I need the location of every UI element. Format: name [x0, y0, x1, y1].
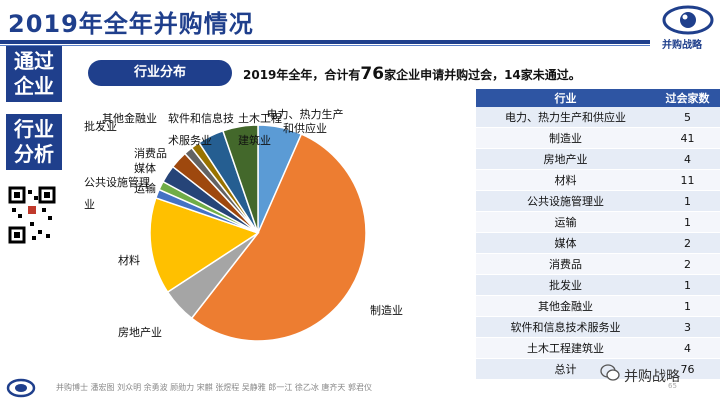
- table-cell-count: 1: [654, 295, 720, 317]
- summary-pre: 2019年全年，合计有: [243, 68, 361, 82]
- table-cell-industry: 运输: [476, 211, 655, 233]
- table-row: 土木工程建筑业 4: [476, 337, 720, 359]
- footer-names: 并购博士 潘宏图 刘众明 余勇波 顾勋力 宋麒 张煜程 吴静雅 郎一江 徐乙冰 …: [56, 383, 372, 392]
- pie-label-public: 公共设施管理业: [84, 176, 150, 211]
- table-cell-industry: 土木工程建筑业: [476, 337, 655, 359]
- summary-number: 76: [360, 64, 385, 84]
- title-divider: [0, 40, 650, 44]
- table-cell-count: 2: [654, 253, 720, 275]
- section-pill-industry: 行业分布: [88, 60, 232, 86]
- table-cell-count: 1: [654, 274, 720, 296]
- qr-code-icon: [8, 186, 56, 244]
- pie-label-realestate: 房地产业: [118, 326, 162, 339]
- table-cell-industry: 媒体: [476, 232, 655, 254]
- table-row: 消费品 2: [476, 253, 720, 275]
- table-row: 电力、热力生产和供应业 5: [476, 107, 720, 128]
- pie-label-wholesale: 批发业: [84, 120, 117, 133]
- table-cell-count: 76: [654, 358, 720, 380]
- table-cell-industry: 软件和信息技术服务业: [476, 316, 655, 338]
- page-number: 65: [668, 382, 677, 390]
- table-row: 媒体 2: [476, 232, 720, 254]
- table-header-row: 行业 过会家数: [476, 89, 720, 107]
- table-row: 房地产业 4: [476, 148, 720, 170]
- pie-slice-civil: [221, 124, 259, 234]
- table-row: 运输 1: [476, 211, 720, 233]
- table-cell-industry: 材料: [476, 169, 655, 191]
- pie-label-power: 电力、热力生产和供应业: [266, 108, 344, 135]
- pie-label-materials: 材料: [118, 254, 140, 267]
- table-cell-industry: 公共设施管理业: [476, 190, 655, 212]
- wechat-icon: [600, 364, 620, 381]
- industry-table: 行业 过会家数 电力、热力生产和供应业 5 制造业 41 房地产业 4 材料 11 公共…: [476, 89, 720, 380]
- table-cell-count: 3: [654, 316, 720, 338]
- pie-label-finance: 其他金融业: [102, 112, 157, 125]
- watermark-text: 并购战略: [624, 369, 680, 385]
- table-row: 材料 11: [476, 169, 720, 191]
- table-header-count: 过会家数: [654, 89, 720, 107]
- pie-label-transport: 运输: [134, 182, 156, 195]
- table-row-total: 总计 76: [476, 358, 720, 380]
- table-row: 制造业 41: [476, 127, 720, 149]
- table-cell-industry: 房地产业: [476, 148, 655, 170]
- table-cell-industry: 电力、热力生产和供应业: [476, 107, 655, 128]
- sidebar-block-companies: 通过企业: [6, 46, 62, 102]
- pie-slice-materials: [149, 196, 260, 294]
- table-cell-industry: 批发业: [476, 274, 655, 296]
- pie-label-civil: 土木工程建筑业: [238, 112, 282, 147]
- pie-label-manufacturing: 制造业: [370, 304, 403, 317]
- table-cell-industry: 其他金融业: [476, 295, 655, 317]
- pie-label-consumer: 消费品: [134, 147, 167, 160]
- table-row: 批发业 1: [476, 274, 720, 296]
- pie-label-media: 媒体: [134, 162, 156, 175]
- table-row: 公共设施管理业 1: [476, 190, 720, 212]
- table-cell-count: 41: [654, 127, 720, 149]
- summary-post: 家企业申请并购过会，14家未通过。: [384, 68, 581, 82]
- page-title: 2019年全年并购情况: [8, 10, 254, 38]
- table-cell-count: 1: [654, 211, 720, 233]
- table-cell-industry: 制造业: [476, 127, 655, 149]
- table-cell-count: 2: [654, 232, 720, 254]
- table-row: 其他金融业 1: [476, 295, 720, 317]
- brand-logo-text: 并购战略: [662, 40, 702, 51]
- title-divider-thin: [0, 45, 650, 46]
- table-cell-count: 1: [654, 190, 720, 212]
- table-cell-count: 4: [654, 337, 720, 359]
- sidebar-block-industry: 行业分析: [6, 114, 62, 170]
- summary-text: 2019年全年，合计有76家企业申请并购过会，14家未通过。: [243, 64, 581, 84]
- table-row: 软件和信息技术服务业 3: [476, 316, 720, 338]
- eye-icon: [662, 5, 714, 35]
- table-cell-count: 5: [654, 107, 720, 128]
- table-cell-count: 11: [654, 169, 720, 191]
- pie-slice-manufacturing: [190, 133, 367, 342]
- table-header-industry: 行业: [476, 89, 655, 107]
- table-cell-industry: 消费品: [476, 253, 655, 275]
- footer-logo-icon: [6, 378, 36, 398]
- pie-label-software: 软件和信息技术服务业: [168, 112, 234, 147]
- table-cell-count: 4: [654, 148, 720, 170]
